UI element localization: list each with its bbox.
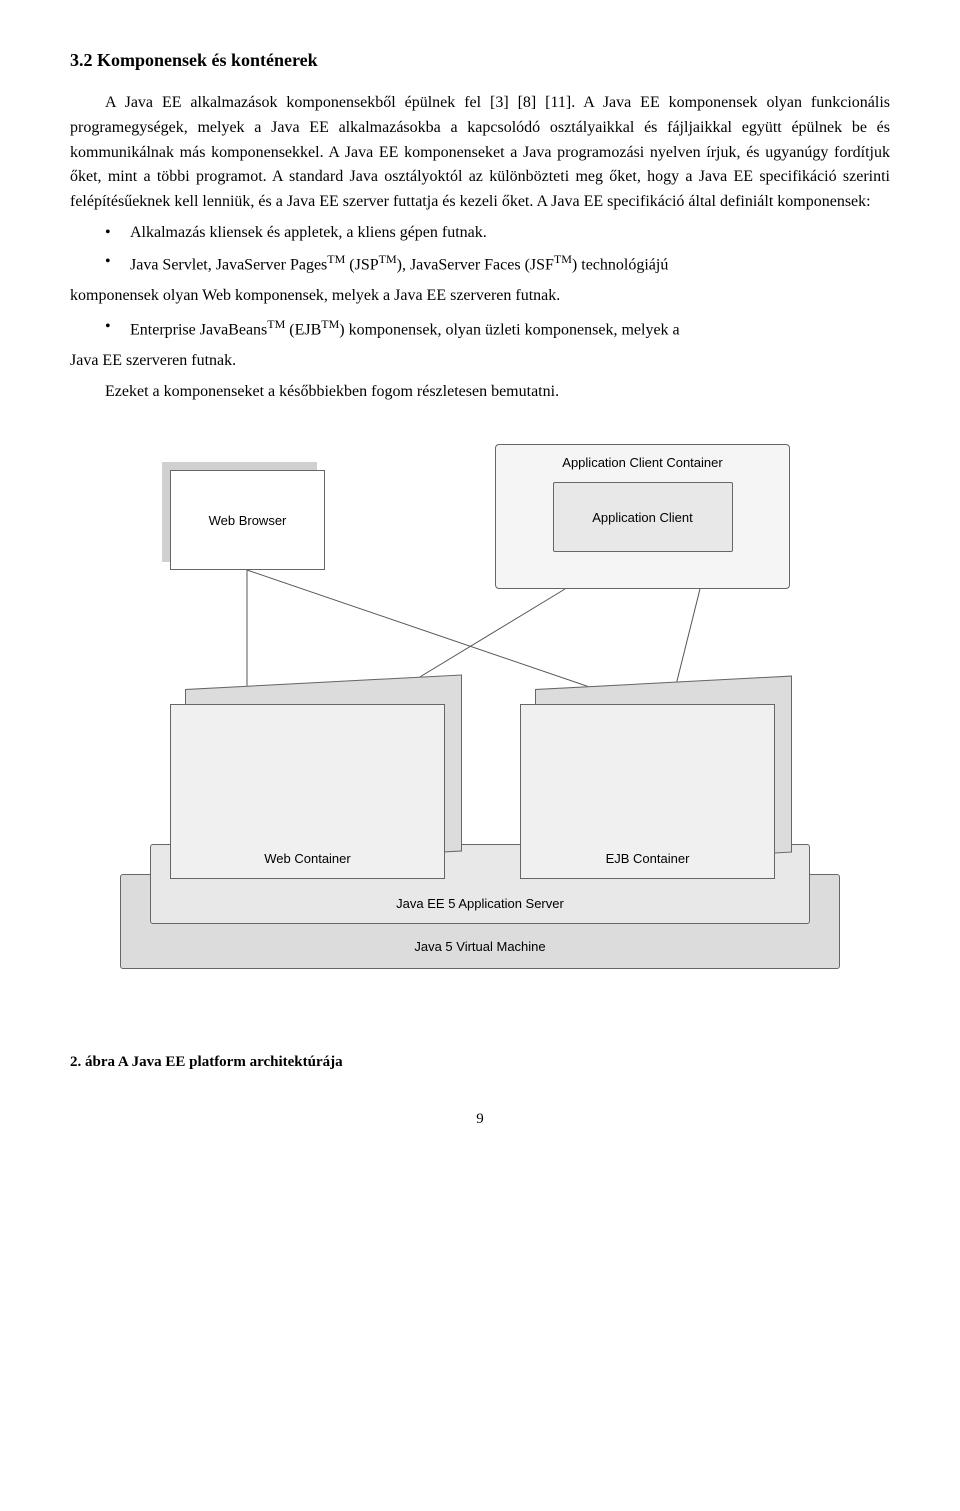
bullet2-mid1: (JSP (345, 256, 378, 273)
bullet2-pre: Java Servlet, JavaServer Pages (130, 256, 327, 273)
tm-sup: TM (321, 317, 339, 331)
section-title: 3.2 Komponensek és konténerek (70, 50, 890, 71)
bullet-item-3: Enterprise JavaBeansTM (EJBTM) komponens… (105, 315, 890, 343)
tm-sup: TM (554, 252, 572, 266)
web-container-label: Web Container (264, 851, 350, 866)
bullet-text-1: Alkalmazás kliensek és appletek, a klien… (130, 224, 487, 241)
bullet3-mid: (EJB (285, 321, 321, 338)
bullet-item-1: Alkalmazás kliensek és appletek, a klien… (105, 221, 890, 246)
web-browser-label: Web Browser (209, 513, 287, 528)
architecture-diagram: Web Browser Application Client Container… (120, 434, 840, 1014)
bullet-list-2: Enterprise JavaBeansTM (EJBTM) komponens… (70, 315, 890, 343)
figure-caption: 2. ábra A Java EE platform architektúráj… (70, 1054, 890, 1071)
app-client-container-label: Application Client Container (562, 455, 722, 470)
bullet3-post: ) komponensek, olyan üzleti komponensek,… (339, 321, 679, 338)
ejb-container-3d: EJB Container Enterprise JavaBeans (520, 689, 810, 889)
app-client-container-box: Application Client Container Application… (495, 444, 790, 589)
jvm-label: Java 5 Virtual Machine (414, 939, 545, 954)
tm-sup: TM (267, 317, 285, 331)
after-bullet-3: Java EE szerveren futnak. (70, 349, 890, 374)
web-container-3d: Web Container Java Server Pages J (170, 689, 460, 889)
bullet2-mid2: ), JavaServer Faces (JSF (397, 256, 554, 273)
bullet-item-2: Java Servlet, JavaServer PagesTM (JSPTM)… (105, 250, 890, 278)
after-bullet-2: komponensek olyan Web komponensek, melye… (70, 284, 890, 309)
bullet-list: Alkalmazás kliensek és appletek, a klien… (70, 221, 890, 278)
page-number: 9 (70, 1111, 890, 1128)
app-client-box: Application Client (553, 482, 733, 552)
app-client-label: Application Client (592, 510, 692, 525)
tm-sup: TM (327, 252, 345, 266)
ejb-container-label: EJB Container (606, 851, 690, 866)
paragraph-intro: A Java EE alkalmazások komponensekből ép… (70, 91, 890, 215)
web-browser-box: Web Browser (170, 470, 325, 570)
paragraph-closing: Ezeket a komponenseket a későbbiekben fo… (70, 380, 890, 405)
app-server-label: Java EE 5 Application Server (396, 896, 564, 911)
bullet2-post: ) technológiájú (572, 256, 668, 273)
tm-sup: TM (379, 252, 397, 266)
bullet3-pre: Enterprise JavaBeans (130, 321, 267, 338)
